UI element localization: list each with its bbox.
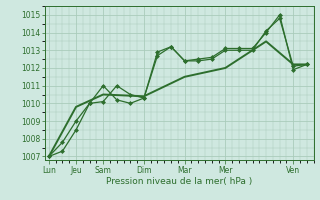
X-axis label: Pression niveau de la mer( hPa ): Pression niveau de la mer( hPa ) xyxy=(106,177,252,186)
